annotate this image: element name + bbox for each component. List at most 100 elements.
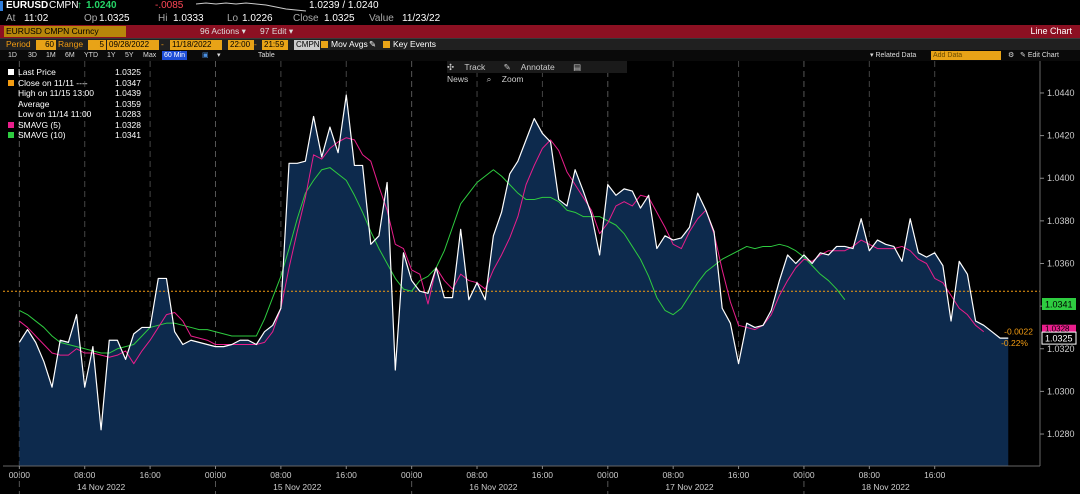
low-label: Lo xyxy=(227,13,239,24)
legend-value: 1.0283 xyxy=(115,109,141,119)
range-6m-button[interactable]: 6M xyxy=(65,52,75,59)
quote-detail: At 11:02 Op 1.0325 Hi 1.0333 Lo 1.0226 C… xyxy=(0,13,1080,25)
pencil-icon[interactable]: ✎ xyxy=(369,39,377,49)
change-label: -0.0022 xyxy=(1004,327,1033,337)
y-tick-label: 1.0440 xyxy=(1047,88,1075,98)
track-tool[interactable]: ✣ Track xyxy=(447,62,493,72)
y-tick-label: 1.0380 xyxy=(1047,216,1075,226)
ticker[interactable]: EURUSD xyxy=(6,0,49,11)
legend-label: SMAVG (5) xyxy=(18,119,61,130)
day-label: 17 Nov 2022 xyxy=(665,482,713,492)
range-bar: 1D 3D 1M 6M YTD 1Y 5Y Max 60 Min ▣ ▾ Tab… xyxy=(0,50,1080,61)
legend-value: 1.0439 xyxy=(115,88,141,98)
dropdown-icon[interactable]: ▾ xyxy=(217,52,221,59)
end-time-field[interactable]: 21:59 xyxy=(262,40,288,50)
legend-label: Last Price xyxy=(18,67,56,77)
price-chart[interactable]: 1.04401.04201.04001.03801.03601.03401.03… xyxy=(0,61,1080,494)
edit-menu[interactable]: 97 Edit ▾ xyxy=(260,25,293,37)
x-tick-label: 16:00 xyxy=(336,470,358,480)
x-tick-label: 16:00 xyxy=(532,470,554,480)
settings-bar: Period 60 Range 5 09/28/2022 - 11/18/202… xyxy=(0,38,1080,50)
annotate-tool[interactable]: ✎ Annotate xyxy=(504,62,563,72)
close-label: Close xyxy=(293,13,319,24)
range-1d-button[interactable]: 1D xyxy=(8,52,17,59)
legend-entry[interactable]: SMAVG (10) 1.0341 xyxy=(5,130,145,141)
last-price-line xyxy=(18,94,1009,431)
legend-swatch xyxy=(8,132,14,138)
legend-entry[interactable]: Average 1.0359 xyxy=(5,99,145,110)
related-data-button[interactable]: ▾ Related Data xyxy=(868,51,918,60)
range-1y-button[interactable]: 1Y xyxy=(107,52,116,59)
legend-entry[interactable]: Close on 11/11 ---- 1.0347 xyxy=(5,78,145,89)
security-field[interactable]: EURUSD CMPN Curncy xyxy=(4,26,126,37)
high-label: Hi xyxy=(158,13,168,24)
edit-menu-label: Edit xyxy=(271,26,287,36)
mov-avgs-checkbox[interactable] xyxy=(321,41,328,48)
zoom-tool[interactable]: ⌕ Zoom xyxy=(487,74,532,84)
sparkline xyxy=(196,2,306,12)
legend-value: 1.0325 xyxy=(115,67,141,77)
legend-value: 1.0328 xyxy=(115,119,141,130)
source-field[interactable]: CMPN xyxy=(294,40,320,50)
x-tick-label: 16:00 xyxy=(139,470,161,480)
quote-header: EURUSD CMPN ↑ 1.0240 -.0085 1.0239 / 1.0… xyxy=(0,0,1080,13)
x-tick-label: 00:00 xyxy=(597,470,619,480)
y-tick-label: 1.0280 xyxy=(1047,429,1075,439)
news-tool[interactable]: ▤ News xyxy=(447,62,589,84)
price-area xyxy=(19,95,1009,467)
news-icon: ▤ xyxy=(573,62,582,72)
period-field[interactable]: 60 xyxy=(36,40,56,50)
range-5y-button[interactable]: 5Y xyxy=(125,52,134,59)
bid-ask: 1.0239 / 1.0240 xyxy=(309,0,379,11)
x-tick-label: 08:00 xyxy=(74,470,96,480)
smavg-5-value-box xyxy=(1042,324,1076,333)
chart-type-label: Line Chart xyxy=(1030,26,1072,36)
actions-menu-number: 96 xyxy=(200,26,210,36)
related-data-label: Related Data xyxy=(875,52,917,59)
x-tick-label: 16:00 xyxy=(924,470,946,480)
magnifier-icon: ⌕ xyxy=(486,74,492,84)
settings-icon[interactable]: ⚙ xyxy=(1008,52,1015,59)
start-time-field[interactable]: 22:00 xyxy=(228,40,254,50)
y-tick-label: 1.0420 xyxy=(1047,131,1075,141)
legend-entry[interactable]: SMAVG (5) 1.0328 xyxy=(5,120,145,131)
day-label: 15 Nov 2022 xyxy=(273,482,321,492)
y-tick-label: 1.0300 xyxy=(1047,386,1075,396)
interval-60min-button[interactable]: 60 Min xyxy=(162,51,188,60)
legend-value: 1.0347 xyxy=(115,77,141,88)
edit-chart-button[interactable]: ✎ Edit Chart xyxy=(1018,51,1061,60)
crosshair-icon: ✣ xyxy=(447,62,455,72)
x-tick-label: 08:00 xyxy=(663,470,685,480)
table-button[interactable]: Table xyxy=(258,52,275,59)
open-value: 1.0325 xyxy=(99,13,130,24)
x-tick-label: 08:00 xyxy=(859,470,881,480)
smavg-10-line xyxy=(19,167,846,354)
start-date-field[interactable]: 09/28/2022 xyxy=(107,40,159,50)
range-label: Range xyxy=(58,39,84,49)
period-label: Period xyxy=(6,39,31,49)
end-date-field[interactable]: 11/18/2022 xyxy=(170,40,222,50)
chart-icon[interactable]: ▣ xyxy=(202,52,209,59)
range-1m-button[interactable]: 1M xyxy=(46,52,56,59)
legend-entry[interactable]: High on 11/15 13:00 1.0439 xyxy=(5,88,145,99)
range-field[interactable]: 5 xyxy=(88,40,106,50)
smavg-10-value-label: 1.0341 xyxy=(1045,300,1073,310)
smavg-5-value-label: 1.0328 xyxy=(1045,325,1070,334)
range-max-button[interactable]: Max xyxy=(143,52,157,59)
price-change: -.0085 xyxy=(155,0,184,11)
legend-label: Average xyxy=(18,98,50,109)
x-tick-label: 08:00 xyxy=(270,470,292,480)
edit-menu-number: 97 xyxy=(260,26,270,36)
pencil-icon: ✎ xyxy=(1020,52,1026,59)
day-label: 18 Nov 2022 xyxy=(862,482,910,492)
range-ytd-button[interactable]: YTD xyxy=(84,52,98,59)
smavg-10-value-box xyxy=(1042,298,1076,310)
legend-entry[interactable]: Last Price 1.0325 xyxy=(5,67,145,78)
legend-entry[interactable]: Low on 11/14 11:00 1.0283 xyxy=(5,109,145,120)
key-events-checkbox[interactable] xyxy=(383,41,390,48)
actions-menu[interactable]: 96 Actions ▾ xyxy=(200,25,246,37)
range-3d-button[interactable]: 3D xyxy=(28,52,37,59)
add-data-field[interactable]: Add Data xyxy=(931,51,1001,60)
x-tick-label: 00:00 xyxy=(793,470,815,480)
header-marker xyxy=(0,1,3,11)
